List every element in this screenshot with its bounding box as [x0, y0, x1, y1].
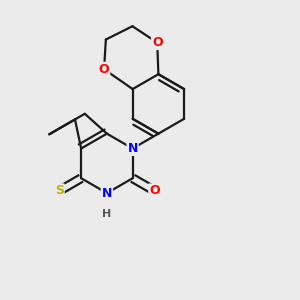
- Text: N: N: [102, 187, 112, 200]
- Text: O: O: [149, 184, 160, 197]
- Text: O: O: [152, 36, 163, 49]
- Text: N: N: [128, 142, 138, 155]
- Text: H: H: [102, 209, 112, 220]
- Text: O: O: [99, 63, 110, 76]
- Text: S: S: [55, 184, 64, 197]
